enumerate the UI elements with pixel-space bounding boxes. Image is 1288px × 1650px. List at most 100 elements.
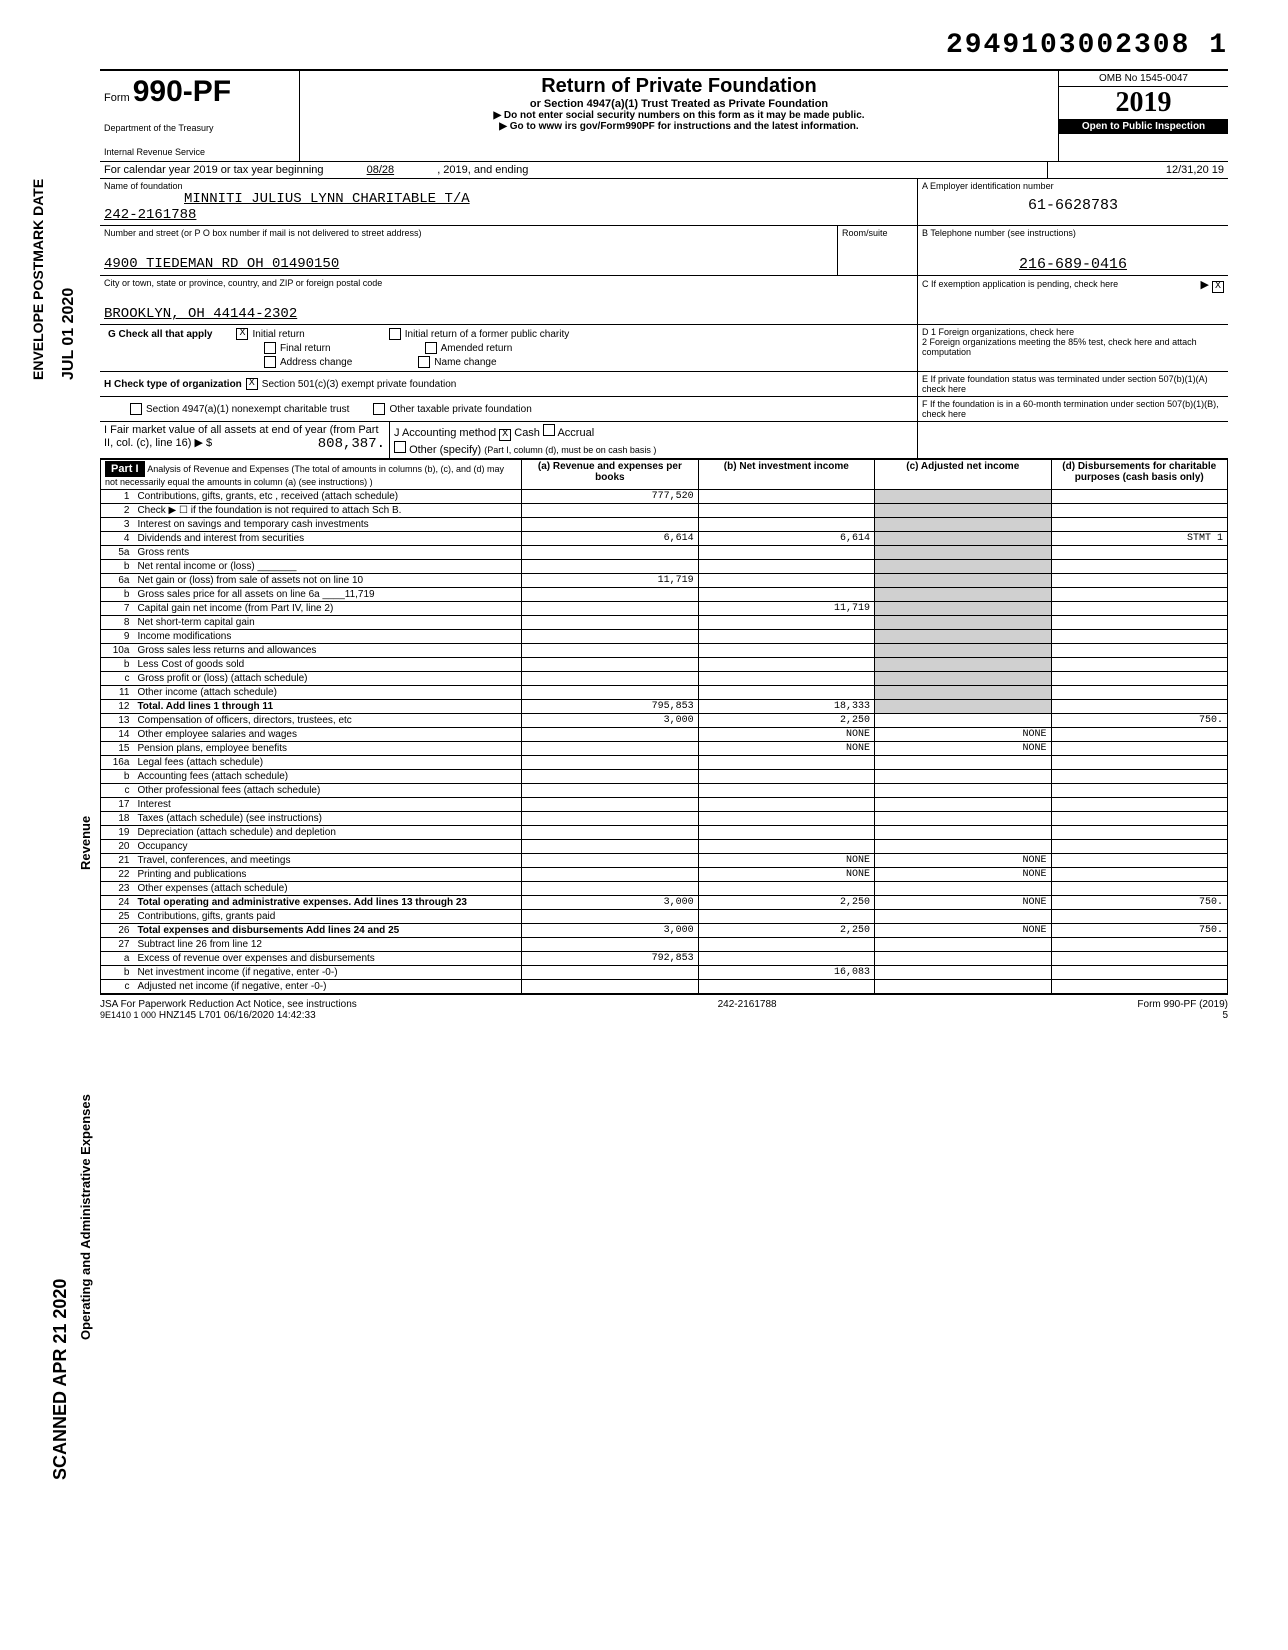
row-desc: Other expenses (attach schedule) (133, 882, 521, 896)
table-row: 27Subtract line 26 from line 12 (101, 938, 1228, 952)
row-desc: Less Cost of goods sold (133, 658, 521, 672)
h-label: H Check type of organization (104, 379, 242, 390)
row-col-c (875, 770, 1051, 784)
row-num: 8 (101, 616, 134, 630)
table-row: 13Compensation of officers, directors, t… (101, 714, 1228, 728)
j-other-check[interactable] (394, 441, 406, 453)
row-col-b (698, 882, 874, 896)
g-amended-check[interactable] (425, 342, 437, 354)
row-col-a (522, 644, 698, 658)
row-col-c: NONE (875, 868, 1051, 882)
row-col-d (1051, 574, 1228, 588)
row-col-b (698, 770, 874, 784)
row-col-b: NONE (698, 868, 874, 882)
row-col-c (875, 532, 1051, 546)
g-final-check[interactable] (264, 342, 276, 354)
row-col-a (522, 910, 698, 924)
row-num: 11 (101, 686, 134, 700)
row-col-d: 750. (1051, 714, 1228, 728)
h-4947-check[interactable] (130, 403, 142, 415)
row-col-a (522, 616, 698, 630)
row-num: 9 (101, 630, 134, 644)
row-col-b (698, 826, 874, 840)
row-num: 4 (101, 532, 134, 546)
j-accrual-check[interactable] (543, 424, 555, 436)
g-amended: Amended return (441, 343, 513, 354)
row-desc: Net rental income or (loss) _______ (133, 560, 521, 574)
j-accrual: Accrual (557, 427, 594, 439)
box-e: E If private foundation status was termi… (918, 372, 1228, 396)
table-row: 23Other expenses (attach schedule) (101, 882, 1228, 896)
h-501c3-check[interactable]: X (246, 378, 258, 390)
row-col-d (1051, 938, 1228, 952)
row-col-d (1051, 588, 1228, 602)
row-desc: Contributions, gifts, grants, etc , rece… (133, 490, 521, 504)
year-prefix: 20 (1116, 87, 1144, 118)
h-other-check[interactable] (373, 403, 385, 415)
table-row: 6aNet gain or (loss) from sale of assets… (101, 574, 1228, 588)
g-name-check[interactable] (418, 356, 430, 368)
row-num: 20 (101, 840, 134, 854)
jsa-code: 9E1410 1 000 (100, 1010, 156, 1020)
row-col-d (1051, 728, 1228, 742)
g-former: Initial return of a former public charit… (405, 329, 570, 340)
g-former-check[interactable] (389, 328, 401, 340)
row-col-d: 750. (1051, 924, 1228, 938)
row-col-c (875, 756, 1051, 770)
row-col-c (875, 546, 1051, 560)
row-col-d (1051, 910, 1228, 924)
row-col-d: 750. (1051, 896, 1228, 910)
row-col-b (698, 938, 874, 952)
row-col-d (1051, 966, 1228, 980)
foundation-name2: 242-2161788 (104, 207, 913, 223)
part1-title: Analysis of Revenue and Expenses (The to… (105, 464, 504, 487)
row-desc: Other professional fees (attach schedule… (133, 784, 521, 798)
row-num: b (101, 560, 134, 574)
row-col-d (1051, 658, 1228, 672)
row-col-b (698, 490, 874, 504)
row-col-d (1051, 504, 1228, 518)
row-col-d (1051, 826, 1228, 840)
tax-year: 20201919 (1059, 87, 1228, 119)
row-col-c: NONE (875, 896, 1051, 910)
row-desc: Compensation of officers, directors, tru… (133, 714, 521, 728)
row-col-c (875, 938, 1051, 952)
row-col-d (1051, 672, 1228, 686)
row-num: 19 (101, 826, 134, 840)
name-label: Name of foundation (104, 181, 913, 191)
g-addr-check[interactable] (264, 356, 276, 368)
row-col-b (698, 588, 874, 602)
period-label: For calendar year 2019 or tax year begin… (104, 164, 324, 176)
row-col-b: 2,250 (698, 714, 874, 728)
row-col-b (698, 560, 874, 574)
expenses-side-label: Operating and Administrative Expenses (78, 1094, 93, 1340)
table-row: 3Interest on savings and temporary cash … (101, 518, 1228, 532)
table-row: 18Taxes (attach schedule) (see instructi… (101, 812, 1228, 826)
row-col-b: 6,614 (698, 532, 874, 546)
g-initial-check[interactable]: X (236, 328, 248, 340)
omb-number: OMB No 1545-0047 (1059, 71, 1228, 87)
room-label: Room/suite (842, 228, 913, 238)
ein-label: A Employer identification number (922, 181, 1224, 191)
j-cash-check[interactable]: X (499, 429, 511, 441)
row-desc: Capital gain net income (from Part IV, l… (133, 602, 521, 616)
row-num: 14 (101, 728, 134, 742)
row-col-d (1051, 602, 1228, 616)
row-col-a (522, 602, 698, 616)
row-num: c (101, 784, 134, 798)
row-col-c: NONE (875, 728, 1051, 742)
row-col-a (522, 728, 698, 742)
row-num: 18 (101, 812, 134, 826)
row-desc: Total operating and administrative expen… (133, 896, 521, 910)
table-row: 21Travel, conferences, and meetingsNONEN… (101, 854, 1228, 868)
row-col-a (522, 630, 698, 644)
row-num: 21 (101, 854, 134, 868)
row-col-b (698, 518, 874, 532)
city-label: City or town, state or province, country… (104, 278, 913, 288)
d2-label: 2 Foreign organizations meeting the 85% … (922, 337, 1224, 357)
table-row: bGross sales price for all assets on lin… (101, 588, 1228, 602)
row-col-b (698, 798, 874, 812)
boxc-check[interactable]: X (1212, 281, 1224, 293)
row-col-d: STMT 1 (1051, 532, 1228, 546)
row-col-d (1051, 798, 1228, 812)
